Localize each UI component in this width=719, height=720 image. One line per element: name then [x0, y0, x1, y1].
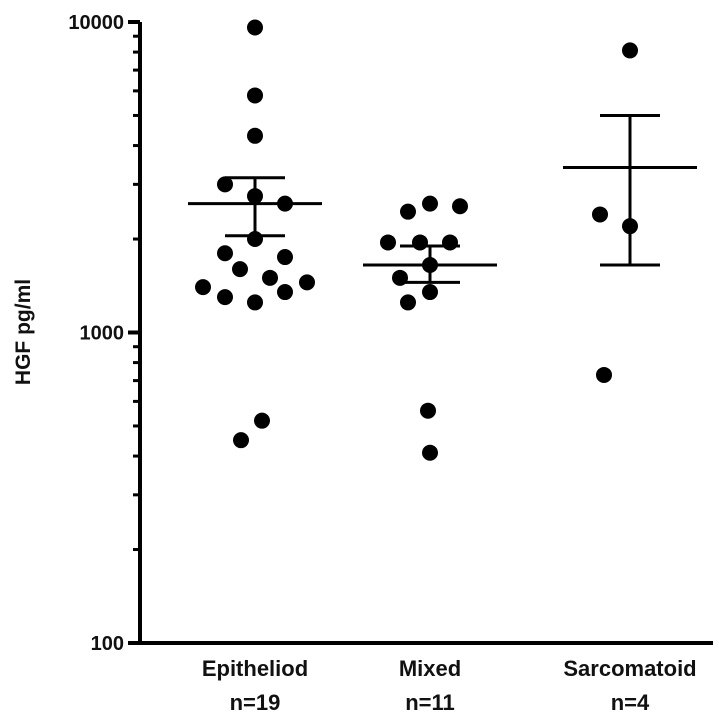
y-tick-label: 1000 [80, 323, 125, 345]
group-mixed [363, 195, 497, 461]
category-n-label: n=4 [611, 690, 650, 715]
data-point [422, 195, 438, 212]
data-point [299, 274, 315, 291]
data-point [247, 294, 263, 311]
y-ticks: 100 1000 10000 [68, 12, 140, 655]
data-groups [188, 19, 697, 461]
data-point [254, 412, 270, 429]
data-point [596, 366, 612, 383]
data-point [420, 402, 436, 419]
data-point [380, 234, 396, 251]
y-tick-label: 100 [91, 633, 124, 655]
data-point [592, 206, 608, 223]
data-point [217, 245, 233, 262]
category-label: Epitheliod [202, 656, 308, 681]
data-point [262, 269, 278, 286]
data-point [412, 234, 428, 251]
y-axis-title: HGF pg/ml [12, 279, 35, 385]
y-tick-label: 10000 [68, 12, 124, 34]
data-point [195, 279, 211, 296]
axes: 100 1000 10000 [68, 12, 713, 655]
data-point [277, 284, 293, 301]
data-point [232, 261, 248, 278]
group-epitheliod [188, 19, 322, 449]
data-point [400, 203, 416, 220]
data-point [233, 432, 249, 449]
data-point [217, 289, 233, 306]
data-point [422, 444, 438, 461]
group-sarcomatoid [563, 42, 697, 383]
data-point [442, 234, 458, 251]
data-point [247, 127, 263, 144]
data-point [217, 176, 233, 193]
data-point [422, 284, 438, 301]
data-point [622, 42, 638, 59]
category-label: Mixed [399, 656, 461, 681]
category-n-label: n=19 [230, 690, 281, 715]
data-point [452, 198, 468, 215]
data-point [247, 19, 263, 36]
data-point [277, 249, 293, 266]
category-label: Sarcomatoid [563, 656, 696, 681]
data-point [400, 294, 416, 311]
category-labels: Epitheliod n=19 Mixed n=11 Sarcomatoid n=4 [202, 656, 697, 715]
data-point [247, 87, 263, 104]
category-n-label: n=11 [405, 690, 455, 715]
